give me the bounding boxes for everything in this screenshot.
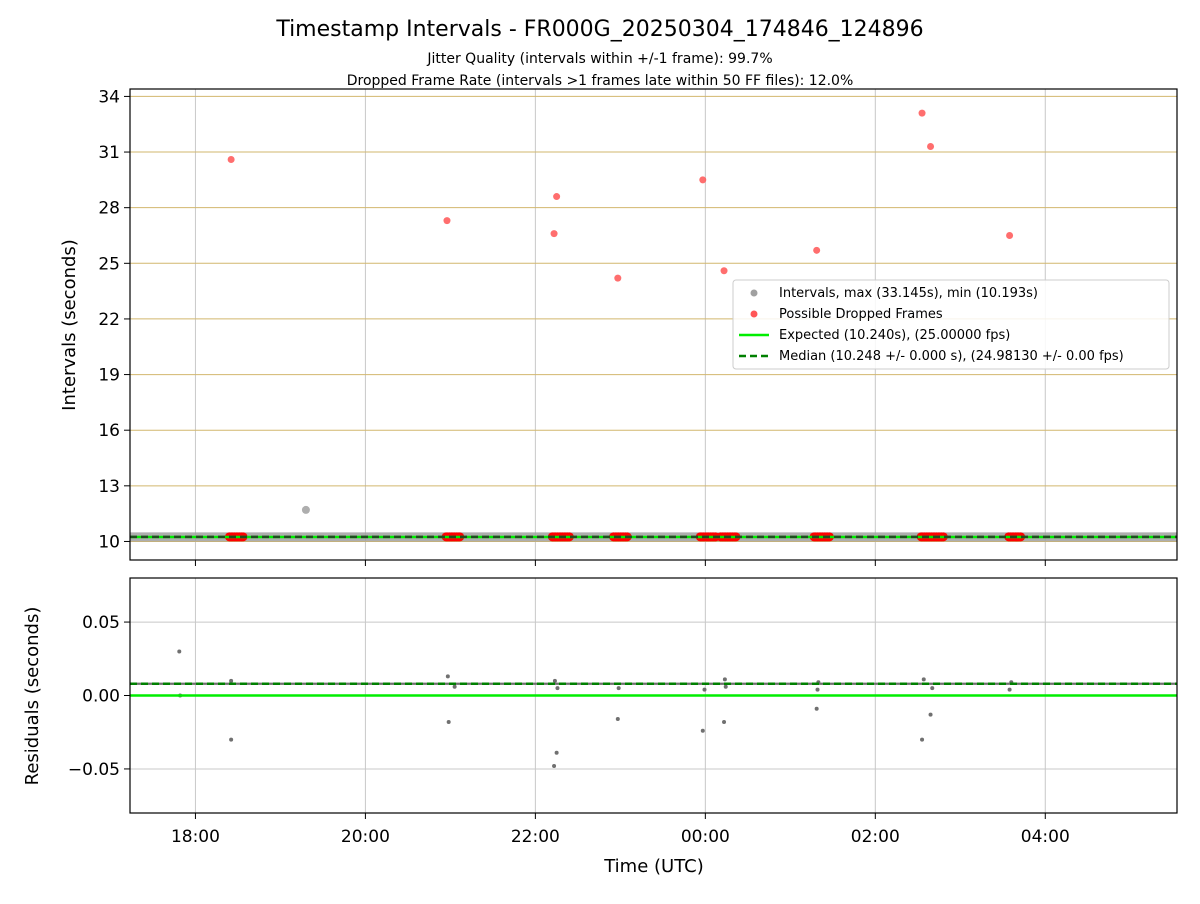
residual-point: [446, 719, 451, 724]
dropped-frame-point: [927, 142, 935, 150]
chart-title: Timestamp Intervals - FR000G_20250304_17…: [275, 17, 923, 42]
y-tick-label: 28: [98, 199, 120, 219]
residual-point: [702, 687, 707, 692]
residual-point: [229, 737, 234, 742]
residual-point: [930, 686, 935, 691]
y-tick-label: 31: [98, 143, 120, 163]
x-tick-label: 20:00: [341, 827, 390, 847]
residual-point: [722, 677, 727, 682]
legend-box: [732, 279, 1170, 370]
residual-point: [920, 737, 925, 742]
x-tick-label: 00:00: [681, 827, 730, 847]
y-tick-label: −0.05: [68, 760, 120, 780]
residual-point: [552, 764, 557, 768]
residual-point: [921, 677, 926, 682]
residual-point: [445, 674, 450, 679]
y-tick-label: 25: [98, 254, 120, 274]
residual-point: [700, 728, 705, 733]
chart-subtitle-jitter: Jitter Quality (intervals within +/-1 fr…: [426, 51, 772, 67]
y-tick-label: 0.05: [82, 613, 120, 633]
dropped-frame-point: [227, 155, 235, 163]
y-tick-label: 16: [98, 421, 120, 441]
residual-point: [722, 719, 727, 724]
interval-point: [301, 505, 310, 514]
residual-point: [229, 678, 234, 683]
y-tick-label: 10: [98, 532, 120, 552]
residual-point: [815, 687, 820, 692]
bottom-y-axis-label: Residuals (seconds): [22, 607, 43, 786]
dropped-frame-point: [443, 217, 451, 225]
residual-point: [616, 686, 621, 691]
residual-point: [554, 750, 559, 755]
dropped-frame-point: [720, 267, 728, 275]
residual-point: [814, 706, 819, 711]
y-tick-label: 13: [98, 477, 120, 497]
dropped-frame-point: [813, 246, 821, 254]
legend-intervals-label: Intervals, max (33.145s), min (10.193s): [779, 286, 1038, 301]
chart-subtitle-dropped: Dropped Frame Rate (intervals >1 frames …: [347, 73, 854, 89]
y-tick-label: 19: [98, 366, 120, 386]
legend-dropped-label: Possible Dropped Frames: [779, 307, 943, 322]
residual-point: [452, 684, 457, 689]
legend-intervals-marker: [750, 289, 758, 297]
dropped-frame-point: [918, 109, 926, 117]
residual-point: [555, 686, 560, 691]
residual-point: [615, 717, 620, 721]
residual-point: [928, 712, 933, 717]
x-tick-label: 04:00: [1021, 827, 1070, 847]
dropped-frame-point: [1006, 231, 1014, 239]
dropped-frame-point: [553, 193, 561, 201]
x-tick-label: 22:00: [511, 827, 560, 847]
residual-point: [1007, 687, 1012, 692]
residual-point: [723, 684, 728, 689]
dropped-frame-point: [550, 230, 558, 238]
y-tick-label: 22: [98, 310, 120, 330]
top-y-axis-label: Intervals (seconds): [59, 239, 80, 411]
y-tick-label: 0.00: [82, 687, 120, 707]
y-tick-label: 34: [98, 87, 120, 107]
legend-dropped-marker: [750, 310, 758, 318]
legend-expected-label: Expected (10.240s), (25.00000 fps): [779, 328, 1010, 343]
residual-point: [552, 678, 557, 683]
residuals-panel: 0.05 0.00 −0.05 18:00 20:00 22:00 00:00 02:00 04…: [68, 577, 1178, 847]
plot-frame: [129, 88, 1178, 561]
legend-median-label: Median (10.248 +/- 0.000 s), (24.98130 +…: [779, 349, 1124, 364]
dropped-frame-point: [614, 274, 622, 282]
dropped-frame-point: [699, 176, 707, 184]
x-tick-label: 02:00: [851, 827, 900, 847]
residual-point: [177, 649, 182, 654]
x-axis-label: Time (UTC): [603, 856, 704, 877]
legend: Intervals, max (33.145s), min (10.193s) …: [732, 279, 1170, 370]
x-tick-label: 18:00: [171, 827, 220, 847]
